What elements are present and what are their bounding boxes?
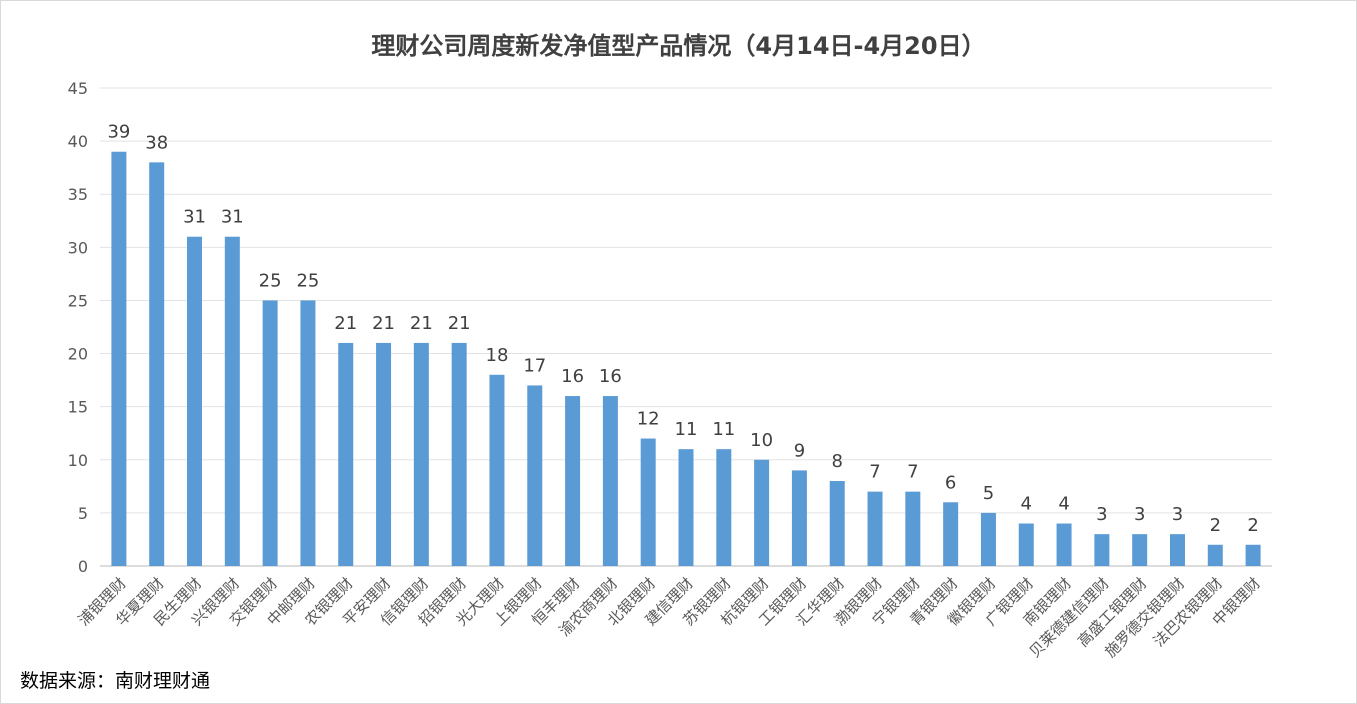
data-label: 12 bbox=[637, 409, 660, 430]
bar bbox=[1018, 523, 1034, 566]
bar bbox=[678, 449, 694, 566]
data-label: 3 bbox=[1134, 504, 1145, 525]
y-tick-label: 10 bbox=[68, 451, 88, 470]
data-label: 4 bbox=[1021, 494, 1032, 515]
y-tick-label: 15 bbox=[68, 398, 88, 417]
data-label: 39 bbox=[107, 122, 130, 143]
bar bbox=[338, 342, 354, 566]
data-label: 16 bbox=[561, 366, 584, 387]
data-label: 3 bbox=[1172, 504, 1183, 525]
bar bbox=[1094, 534, 1110, 566]
bar bbox=[1169, 534, 1185, 566]
bar bbox=[413, 342, 429, 566]
bar bbox=[1245, 544, 1261, 566]
data-label: 25 bbox=[296, 270, 319, 291]
bar bbox=[640, 438, 656, 566]
bar bbox=[224, 236, 240, 566]
bar bbox=[716, 449, 732, 566]
bar bbox=[1132, 534, 1148, 566]
y-tick-label: 40 bbox=[68, 132, 88, 151]
data-label: 3 bbox=[1096, 504, 1107, 525]
data-label: 11 bbox=[712, 419, 735, 440]
data-label: 21 bbox=[334, 313, 357, 334]
data-label: 7 bbox=[907, 462, 918, 483]
data-label: 17 bbox=[523, 355, 546, 376]
bar bbox=[943, 502, 959, 566]
bar bbox=[565, 396, 581, 566]
data-label: 21 bbox=[448, 313, 471, 334]
data-label: 18 bbox=[486, 345, 509, 366]
data-label: 11 bbox=[675, 419, 698, 440]
data-label: 6 bbox=[945, 472, 956, 493]
y-tick-label: 25 bbox=[68, 291, 88, 310]
bar bbox=[602, 396, 618, 566]
data-label: 9 bbox=[794, 440, 805, 461]
data-label: 21 bbox=[410, 313, 433, 334]
data-label: 25 bbox=[259, 270, 282, 291]
data-label: 2 bbox=[1210, 515, 1221, 536]
bar bbox=[829, 481, 845, 566]
bar bbox=[376, 342, 392, 566]
data-label: 2 bbox=[1247, 515, 1258, 536]
bar bbox=[1207, 544, 1223, 566]
y-tick-label: 20 bbox=[68, 345, 88, 364]
bar bbox=[489, 374, 505, 566]
bar bbox=[905, 491, 921, 566]
data-label: 21 bbox=[372, 313, 395, 334]
bar bbox=[451, 342, 467, 566]
y-tick-label: 35 bbox=[68, 185, 88, 204]
data-label: 5 bbox=[983, 483, 994, 504]
bar bbox=[149, 162, 165, 566]
data-label: 8 bbox=[831, 451, 842, 472]
data-label: 4 bbox=[1058, 494, 1069, 515]
bar bbox=[300, 300, 316, 566]
y-tick-label: 5 bbox=[78, 504, 88, 523]
bar bbox=[527, 385, 543, 566]
data-label: 10 bbox=[750, 430, 773, 451]
data-label: 38 bbox=[145, 132, 168, 153]
data-source: 数据来源：南财理财通 bbox=[20, 670, 211, 692]
data-label: 7 bbox=[869, 462, 880, 483]
y-tick-label: 0 bbox=[78, 557, 88, 576]
bar bbox=[867, 491, 883, 566]
bar bbox=[111, 151, 127, 566]
chart-title: 理财公司周度新发净值型产品情况（4月14日-4月20日） bbox=[371, 32, 986, 60]
bar bbox=[791, 470, 807, 566]
data-label: 31 bbox=[221, 207, 244, 228]
bar bbox=[187, 236, 203, 566]
bar bbox=[1056, 523, 1072, 566]
bar bbox=[754, 459, 770, 566]
bar bbox=[262, 300, 278, 566]
data-label: 16 bbox=[599, 366, 622, 387]
y-tick-label: 30 bbox=[68, 238, 88, 257]
bar bbox=[980, 512, 996, 566]
y-tick-label: 45 bbox=[68, 79, 88, 98]
data-label: 31 bbox=[183, 207, 206, 228]
